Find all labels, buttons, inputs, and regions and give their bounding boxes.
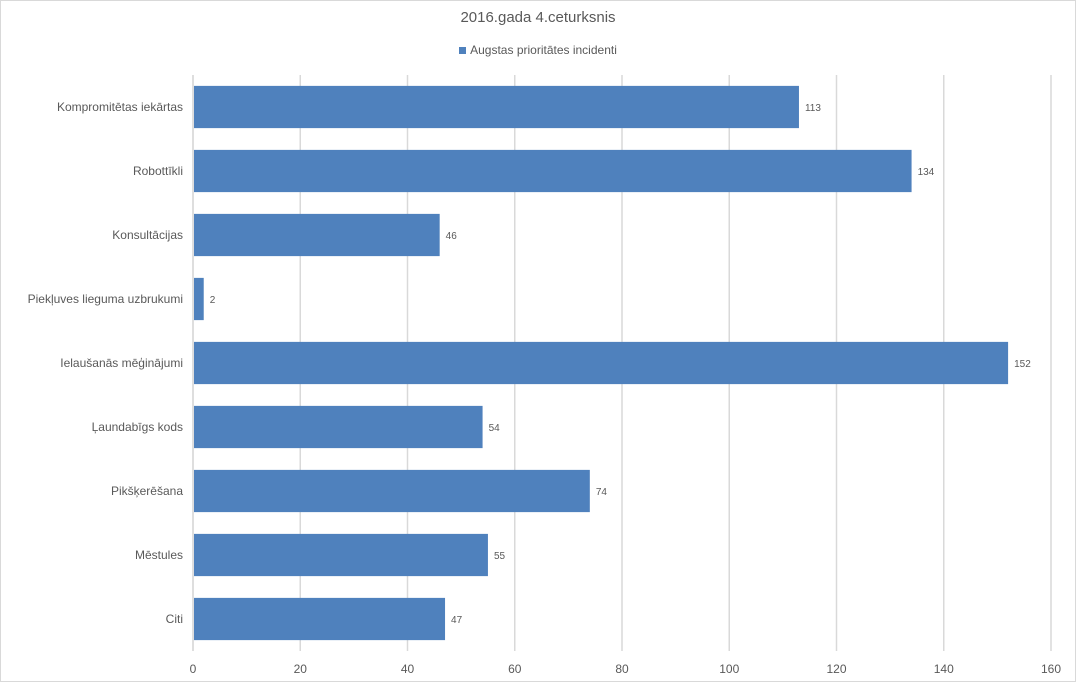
bar	[194, 213, 440, 257]
data-label: 74	[596, 487, 608, 498]
x-tick-label: 160	[1041, 662, 1061, 676]
category-label: Mēstules	[135, 548, 183, 562]
legend-label: Augstas prioritātes incidenti	[470, 43, 617, 57]
x-tick-label: 140	[934, 662, 954, 676]
bar	[194, 277, 204, 321]
bar	[194, 469, 590, 513]
category-label: Kompromitētas iekārtas	[57, 100, 183, 114]
x-tick-label: 0	[190, 662, 197, 676]
bar	[194, 341, 1009, 385]
x-tick-label: 100	[719, 662, 739, 676]
data-label: 55	[494, 551, 506, 562]
x-tick-label: 20	[294, 662, 308, 676]
data-label: 54	[489, 423, 501, 434]
legend: Augstas prioritātes incidenti	[1, 43, 1075, 57]
category-label: Pikšķerēšana	[111, 484, 183, 498]
data-label: 134	[918, 167, 935, 178]
data-label: 2	[210, 295, 216, 306]
chart-title: 2016.gada 4.ceturksnis	[460, 9, 616, 26]
bar	[194, 149, 912, 193]
x-tick-label: 60	[508, 662, 522, 676]
category-label: Robottīkli	[133, 164, 183, 178]
category-label: Piekļuves lieguma uzbrukumi	[28, 292, 183, 306]
data-label: 113	[805, 103, 821, 114]
data-label: 46	[446, 231, 458, 242]
category-label: Citi	[166, 612, 183, 626]
legend-swatch	[459, 46, 467, 54]
x-tick-label: 120	[826, 662, 846, 676]
x-tick-label: 80	[615, 662, 629, 676]
data-label: 152	[1014, 359, 1031, 370]
bar	[194, 533, 488, 577]
x-tick-label: 40	[401, 662, 415, 676]
category-label: Ielaušanās mēģinājumi	[60, 356, 183, 370]
category-label: Konsultācijas	[112, 228, 183, 242]
category-label: Ļaundabīgs kods	[92, 420, 183, 434]
bar	[194, 597, 446, 641]
bar	[194, 405, 483, 449]
data-label: 47	[451, 615, 463, 626]
bar	[194, 85, 799, 129]
